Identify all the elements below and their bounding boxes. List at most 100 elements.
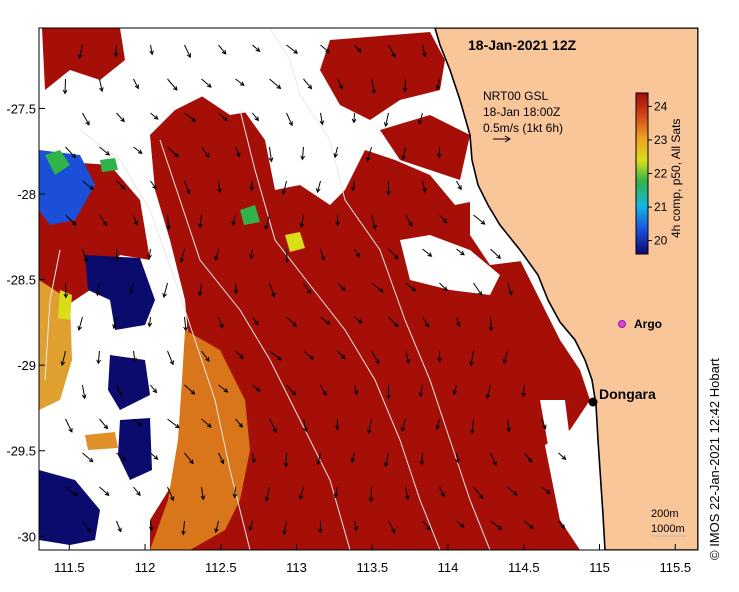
- current-arrow-icon: [81, 384, 87, 400]
- current-arrow-icon: [132, 350, 137, 363]
- current-arrow-icon: [82, 112, 90, 126]
- current-arrow-icon: [150, 384, 158, 394]
- current-arrow-icon: [184, 112, 197, 122]
- current-arrow-icon: [507, 486, 518, 496]
- current-arrow-icon: [456, 180, 462, 191]
- argo-marker[interactable]: Argo: [618, 317, 663, 331]
- current-arrow-icon: [334, 418, 340, 431]
- current-arrow-icon: [405, 486, 410, 501]
- current-arrow-icon: [298, 486, 304, 500]
- current-arrow-icon: [150, 112, 159, 120]
- current-arrow-icon: [184, 44, 191, 59]
- current-arrow-icon: [235, 418, 243, 428]
- current-arrow-icon: [264, 486, 270, 503]
- current-arrow-icon: [400, 418, 406, 432]
- current-arrow-icon: [82, 452, 94, 463]
- current-arrow-icon: [179, 248, 185, 264]
- current-arrow-icon: [167, 418, 180, 429]
- current-arrow-icon: [116, 180, 126, 190]
- current-arrow-icon: [197, 214, 203, 229]
- current-arrow-icon: [405, 214, 413, 227]
- current-arrow-icon: [337, 78, 343, 90]
- current-arrow-icon: [149, 44, 154, 56]
- colorbar-label: 4h comp, p50, All Sats: [669, 119, 683, 238]
- current-arrow-icon: [269, 78, 282, 90]
- current-arrow-icon: [197, 282, 203, 297]
- current-arrow-icon: [435, 78, 441, 91]
- current-arrow-icon: [147, 316, 153, 328]
- current-arrow-icon: [337, 282, 346, 292]
- current-arrow-icon: [62, 78, 68, 95]
- lon-tick-label: 114.5: [508, 560, 540, 575]
- current-arrow-icon: [286, 384, 297, 396]
- current-arrow-icon: [201, 78, 212, 88]
- current-arrow-icon: [150, 180, 157, 190]
- current-arrow-icon: [366, 418, 372, 435]
- current-arrow-icon: [388, 316, 399, 328]
- current-arrow-icon: [281, 180, 287, 196]
- cool-water-patch: [85, 432, 118, 450]
- current-arrow-icon: [386, 385, 391, 400]
- cold-water-southwest: [39, 470, 100, 545]
- current-arrow-icon: [521, 384, 526, 398]
- current-arrow-icon: [167, 350, 174, 366]
- credit-text: © IMOS 22-Jan-2021 12:42 Hobart: [707, 358, 722, 560]
- plot-frame: [38, 27, 699, 551]
- current-arrow-icon: [422, 180, 427, 194]
- current-arrow-icon: [386, 180, 391, 196]
- current-arrow-icon: [337, 350, 346, 360]
- current-arrow-icon: [456, 316, 461, 328]
- lon-tick-label: 115: [589, 560, 610, 575]
- current-arrow-icon: [82, 248, 88, 263]
- current-arrow-icon: [233, 282, 239, 295]
- lat-tick-label: -28.5: [6, 273, 36, 288]
- current-arrow-icon: [184, 180, 191, 195]
- dongara-marker[interactable]: Dongara: [588, 386, 657, 407]
- current-arrow-icon: [405, 282, 417, 292]
- current-arrow-icon: [469, 350, 474, 367]
- current-arrow-icon: [201, 350, 210, 362]
- current-arrow-icon: [99, 78, 104, 93]
- current-arrow-icon: [335, 214, 341, 227]
- current-arrow-icon: [133, 486, 141, 497]
- colorbar-tick-label: 20: [654, 234, 668, 248]
- current-arrow-icon: [249, 180, 255, 192]
- current-arrow-icon: [235, 78, 245, 87]
- current-arrow-icon: [65, 146, 77, 159]
- lat-tick-label: -28: [17, 187, 36, 202]
- current-arrow-icon: [490, 248, 502, 260]
- current-arrow-icon: [65, 214, 77, 226]
- current-arrow-icon: [150, 452, 159, 460]
- current-arrow-icon: [269, 418, 277, 433]
- current-arrow-icon: [303, 350, 315, 360]
- current-arrow-icon: [402, 78, 408, 93]
- current-arrow-icon: [218, 384, 229, 393]
- current-arrow-icon: [422, 44, 427, 58]
- current-arrow-icon: [235, 350, 244, 359]
- current-arrow-icon: [524, 520, 534, 530]
- current-arrow-icon: [541, 486, 551, 495]
- current-arrow-icon: [439, 282, 448, 292]
- current-arrow-icon: [264, 214, 270, 231]
- current-arrow-icon: [490, 452, 497, 467]
- current-arrow-icon: [214, 520, 219, 534]
- current-arrow-icon: [300, 146, 306, 161]
- lat-axis: -27.5 -28 -28.5 -29 -29.5 -30: [6, 101, 45, 544]
- current-arrow-icon: [116, 384, 122, 397]
- map-title: 18-Jan-2021 12Z: [468, 37, 577, 53]
- current-arrow-icon: [116, 112, 125, 123]
- current-arrow-icon: [388, 520, 396, 534]
- current-arrow-icon: [320, 384, 327, 397]
- land: [434, 28, 698, 550]
- scale-arrow-icon: [493, 135, 511, 143]
- current-arrow-icon: [217, 180, 222, 194]
- current-arrow-icon: [303, 282, 311, 295]
- current-arrow-icon: [320, 248, 326, 262]
- current-arrow-icon: [299, 214, 305, 229]
- current-arrow-icon: [82, 520, 92, 533]
- argo-label: Argo: [634, 317, 662, 331]
- current-arrow-icon: [201, 418, 212, 428]
- current-arrow-icon: [333, 146, 339, 159]
- current-arrow-icon: [422, 248, 433, 257]
